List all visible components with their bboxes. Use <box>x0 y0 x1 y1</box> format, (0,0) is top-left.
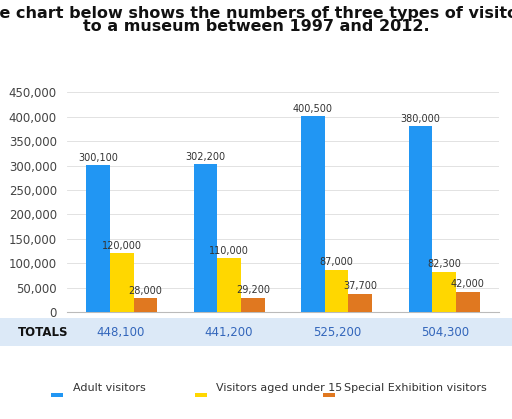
Text: to a museum between 1997 and 2012.: to a museum between 1997 and 2012. <box>82 19 430 34</box>
Bar <box>195 393 207 397</box>
Bar <box>241 298 265 312</box>
Text: 302,200: 302,200 <box>185 152 226 162</box>
Text: 110,000: 110,000 <box>209 246 249 256</box>
Text: 37,700: 37,700 <box>343 281 377 291</box>
Bar <box>301 116 325 312</box>
Text: 400,500: 400,500 <box>293 104 333 114</box>
Bar <box>194 164 217 312</box>
Text: 120,000: 120,000 <box>102 241 142 251</box>
Text: Adult visitors: Adult visitors <box>73 383 145 393</box>
Bar <box>217 259 241 312</box>
Text: 525,200: 525,200 <box>313 326 361 339</box>
Bar <box>325 270 349 312</box>
Text: The chart below shows the numbers of three types of visitors: The chart below shows the numbers of thr… <box>0 6 512 21</box>
Bar <box>86 166 110 312</box>
Text: 87,000: 87,000 <box>319 257 354 267</box>
Text: 441,200: 441,200 <box>205 326 253 339</box>
Bar <box>456 292 480 312</box>
Text: 82,300: 82,300 <box>427 259 461 269</box>
Bar <box>323 393 335 397</box>
Bar <box>349 294 372 312</box>
Bar <box>110 253 134 312</box>
Text: Visitors aged under 15: Visitors aged under 15 <box>216 383 343 393</box>
Bar <box>409 127 432 312</box>
Text: Special Exhibition visitors: Special Exhibition visitors <box>344 383 487 393</box>
Text: 28,000: 28,000 <box>129 286 162 296</box>
Text: 504,300: 504,300 <box>421 326 469 339</box>
Text: 29,200: 29,200 <box>236 285 270 295</box>
Text: 380,000: 380,000 <box>400 114 440 124</box>
Text: 448,100: 448,100 <box>96 326 145 339</box>
Bar <box>51 393 63 397</box>
Text: 42,000: 42,000 <box>451 279 485 289</box>
Text: TOTALS: TOTALS <box>18 326 69 339</box>
Bar <box>432 272 456 312</box>
Text: 300,100: 300,100 <box>78 153 118 163</box>
Bar <box>134 298 157 312</box>
